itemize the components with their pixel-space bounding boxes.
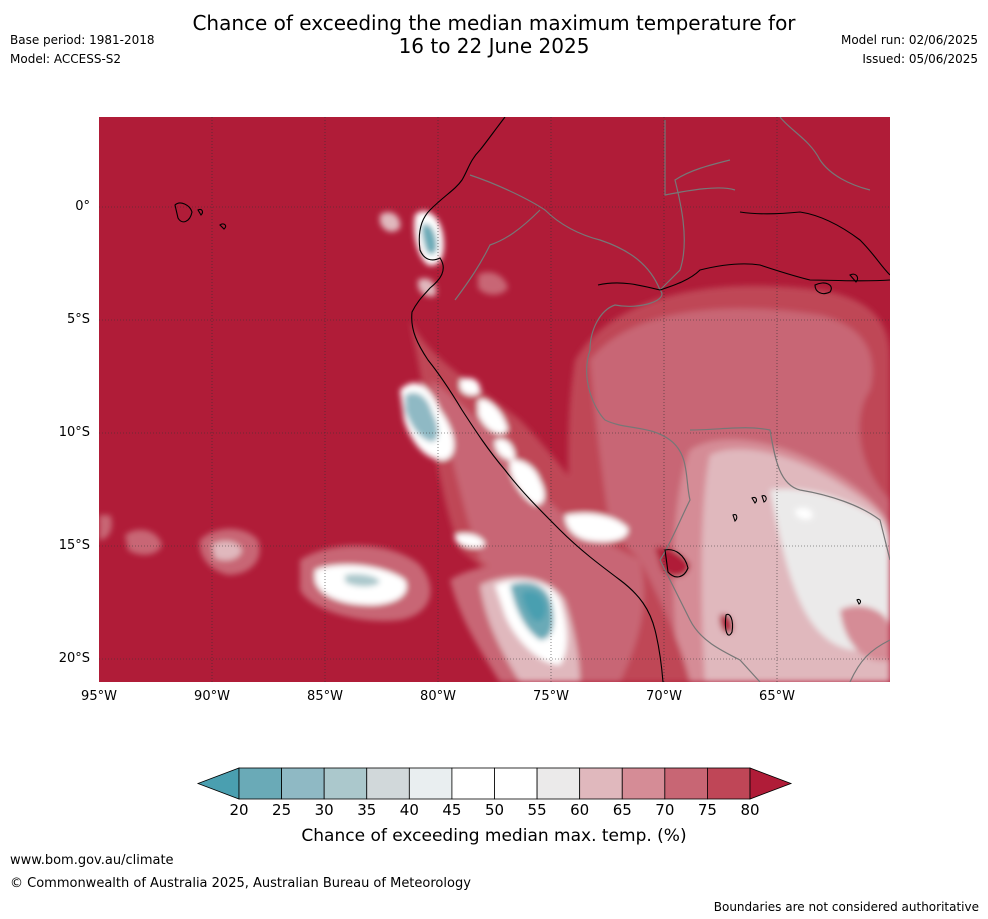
probability-shading [99,211,890,682]
colorbar-cell [621,767,666,800]
issued-text: Issued: 05/06/2025 [862,52,978,66]
colorbar-tick-label: 40 [399,801,419,819]
colorbar-cell [707,767,751,800]
map-title-line2: 16 to 22 June 2025 [398,34,590,58]
colorbar-cell [408,767,453,800]
map-title-line1: Chance of exceeding the median maximum t… [192,11,796,35]
colorbar-tick-label: 50 [484,801,505,819]
colorbar-cell [238,767,282,800]
y-tick-10s: 10°S [58,425,90,440]
colorbar-cell [366,767,410,800]
colorbar-cell [664,767,708,800]
colorbar-tick-label: 45 [442,801,462,819]
y-tick-15s: 15°S [58,538,90,553]
copyright-text: © Commonwealth of Australia 2025, Austra… [10,876,471,891]
graticule [99,117,890,682]
x-tick-95w: 95°W [81,689,117,704]
coastlines [174,117,890,682]
colorbar-extend-low [196,767,240,800]
colorbar-tick-label: 60 [570,801,590,819]
x-tick-85w: 85°W [307,689,343,704]
model-run-text: Model run: 02/06/2025 [840,33,978,47]
country-borders [454,117,890,682]
colorbar-tick-label: 30 [314,801,334,819]
x-tick-90w: 90°W [194,689,230,704]
colorbar-cell [323,767,368,800]
colorbar-extend-high [749,767,793,800]
base-period-text: Base period: 1981-2018 [10,33,155,47]
colorbar-tick-label: 35 [357,801,377,819]
y-tick-0: 0° [75,199,90,214]
y-tick-5s: 5°S [66,312,90,327]
x-tick-80w: 80°W [420,689,456,704]
y-tick-20s: 20°S [58,651,90,666]
colorbar-tick-label: 75 [697,801,717,819]
colorbar-tick-label: 20 [229,801,249,819]
colorbar-cell [579,767,623,800]
disclaimer-text: Boundaries are not considered authoritat… [713,900,979,914]
map-title: Chance of exceeding the median maximum t… [0,12,988,58]
colorbar-tick-label: 70 [655,801,675,819]
colorbar-tick-label: 80 [740,801,760,819]
x-tick-65w: 65°W [759,689,795,704]
colorbar-cell [451,767,495,800]
colorbar-cell [494,767,538,800]
x-tick-75w: 75°W [533,689,569,704]
colorbar-tick-label: 25 [272,801,292,819]
colorbar-title: Chance of exceeding median max. temp. (%… [301,826,687,846]
x-tick-70w: 70°W [646,689,682,704]
model-name-text: Model: ACCESS-S2 [10,52,122,66]
colorbar-cell [281,767,325,800]
colorbar-tick-label: 65 [612,801,632,819]
website-link[interactable]: www.bom.gov.au/climate [10,853,174,868]
colorbar-tick-label: 55 [527,801,547,819]
colorbar-cell [536,767,581,800]
